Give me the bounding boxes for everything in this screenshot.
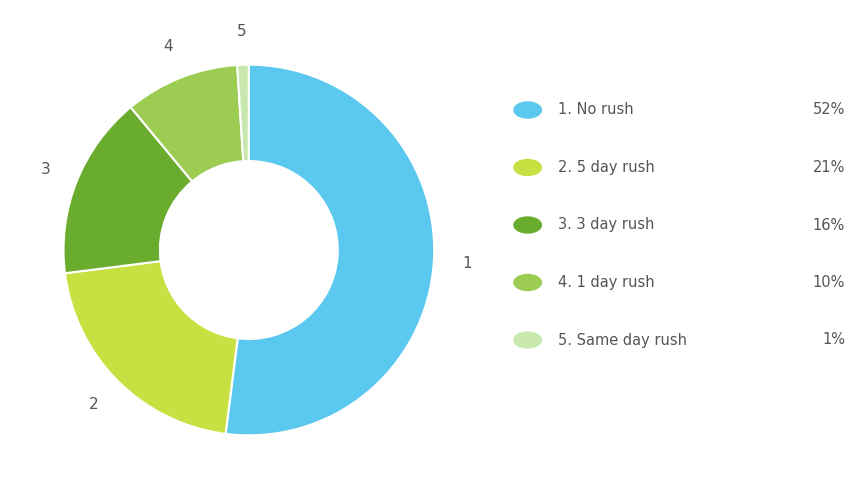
Wedge shape <box>237 64 249 161</box>
Wedge shape <box>65 261 238 434</box>
Text: 2: 2 <box>89 397 99 412</box>
Text: 52%: 52% <box>813 102 845 118</box>
Wedge shape <box>130 65 243 182</box>
Text: 21%: 21% <box>813 160 845 175</box>
Wedge shape <box>63 107 192 273</box>
Text: 4: 4 <box>164 39 173 54</box>
Text: 10%: 10% <box>813 275 845 290</box>
Text: 3. 3 day rush: 3. 3 day rush <box>558 218 654 232</box>
Text: 5: 5 <box>237 24 247 39</box>
Text: 2. 5 day rush: 2. 5 day rush <box>558 160 655 175</box>
Text: 3: 3 <box>40 162 51 177</box>
Text: 1: 1 <box>462 256 472 271</box>
Text: 5. Same day rush: 5. Same day rush <box>558 332 686 347</box>
Text: 1. No rush: 1. No rush <box>558 102 633 118</box>
Text: 16%: 16% <box>813 218 845 232</box>
Text: 4. 1 day rush: 4. 1 day rush <box>558 275 655 290</box>
Text: 1%: 1% <box>822 332 845 347</box>
Wedge shape <box>226 64 434 436</box>
